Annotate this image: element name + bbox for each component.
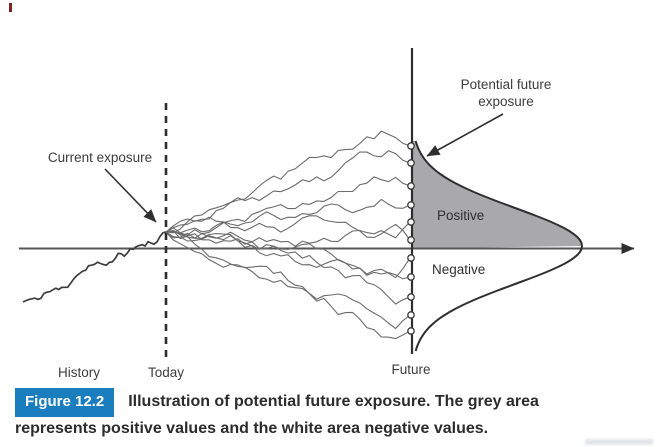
simulated-exposure-path [165,150,411,234]
history-axis-label: History [58,365,100,380]
path-endpoint-marker [407,218,415,226]
potential-future-exposure-arrow [426,113,504,157]
path-endpoint-marker [407,254,415,262]
page-bleed-artifact [585,439,653,445]
path-endpoint-marker [407,182,415,190]
path-endpoint-marker [407,327,415,335]
simulated-exposure-path [165,230,411,330]
path-endpoint-marker [407,142,415,150]
simulated-exposure-path [165,229,411,280]
potential-future-exposure-label-line1: Potential future [461,77,552,92]
simulated-exposure-path [165,231,411,340]
path-endpoint-marker [407,311,415,319]
figure-number-badge: Figure 12.2 [15,388,115,417]
figure-caption: Figure 12.2 Illustration of potential fut… [15,388,649,441]
exposure-distribution-curve [414,140,584,352]
caption-text-line2: represents positive values and the white… [15,420,489,437]
scan-artifact-mark [9,3,12,12]
positive-label: Positive [437,208,484,223]
positive-exposure-grey-area [412,141,582,249]
path-endpoint-marker [407,293,415,301]
simulated-exposure-path [165,176,411,236]
path-endpoint-marker [407,236,415,244]
future-axis-label: Future [391,362,430,377]
simulated-exposure-path [165,231,411,279]
simulated-exposure-path [165,198,411,233]
negative-label: Negative [432,262,485,277]
path-endpoint-marker [407,159,415,167]
today-axis-label: Today [148,365,184,380]
path-endpoint-marker [407,201,415,209]
simulated-exposure-path [165,230,411,305]
caption-text-line1: Illustration of potential future exposur… [128,393,539,410]
simulated-exposure-path [165,215,411,241]
path-endpoint-marker [407,273,415,281]
history-path [22,231,167,303]
simulated-exposure-path [165,221,411,247]
current-exposure-label: Current exposure [48,150,152,165]
current-exposure-arrow [104,168,157,223]
potential-future-exposure-label-line2: exposure [478,94,534,109]
